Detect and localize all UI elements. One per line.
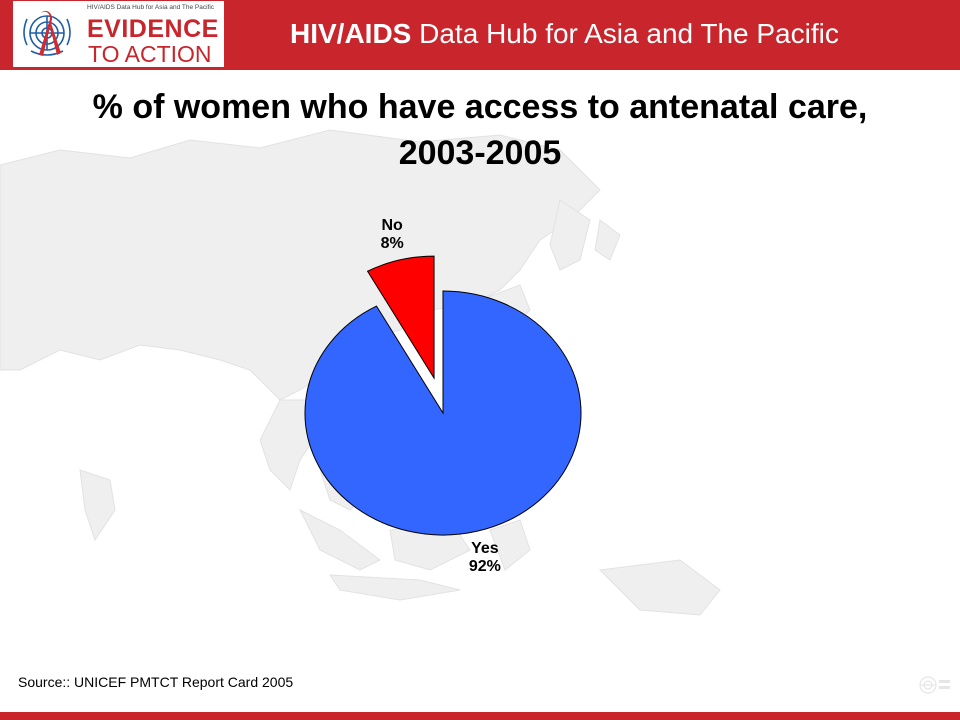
hub-title-bold: HIV/AIDS <box>290 18 412 49</box>
pie-slice-no <box>366 255 435 380</box>
logo-to-action-text: TO ACTION <box>88 41 212 67</box>
pie-label-no-value: 8% <box>381 235 404 252</box>
un-emblem-icon <box>23 10 71 57</box>
source-note: Source:: UNICEF PMTCT Report Card 2005 <box>18 674 294 690</box>
corner-watermark-icon <box>919 676 950 694</box>
header-bar: HIV/AIDS Data Hub for Asia and The Pacif… <box>0 0 960 70</box>
footer-bar <box>0 712 960 720</box>
pie-slices <box>304 255 582 536</box>
hub-title-rest: Data Hub for Asia and The Pacific <box>411 18 839 49</box>
chart-title: % of women who have access to antenatal … <box>92 88 868 172</box>
pie-slice-yes <box>304 290 582 536</box>
pie-label-yes-value: 92% <box>469 558 501 575</box>
logo-tagline: HIV/AIDS Data Hub for Asia and The Pacif… <box>87 4 215 11</box>
hub-title: HIV/AIDS Data Hub for Asia and The Pacif… <box>290 14 839 54</box>
logo-evidence-text: EVIDENCE <box>87 15 219 43</box>
pie-label-no-name: No <box>382 217 404 234</box>
evidence-to-action-logo: HIV/AIDS Data Hub for Asia and The Pacif… <box>13 1 224 67</box>
pie-label-yes-name: Yes <box>471 540 499 557</box>
